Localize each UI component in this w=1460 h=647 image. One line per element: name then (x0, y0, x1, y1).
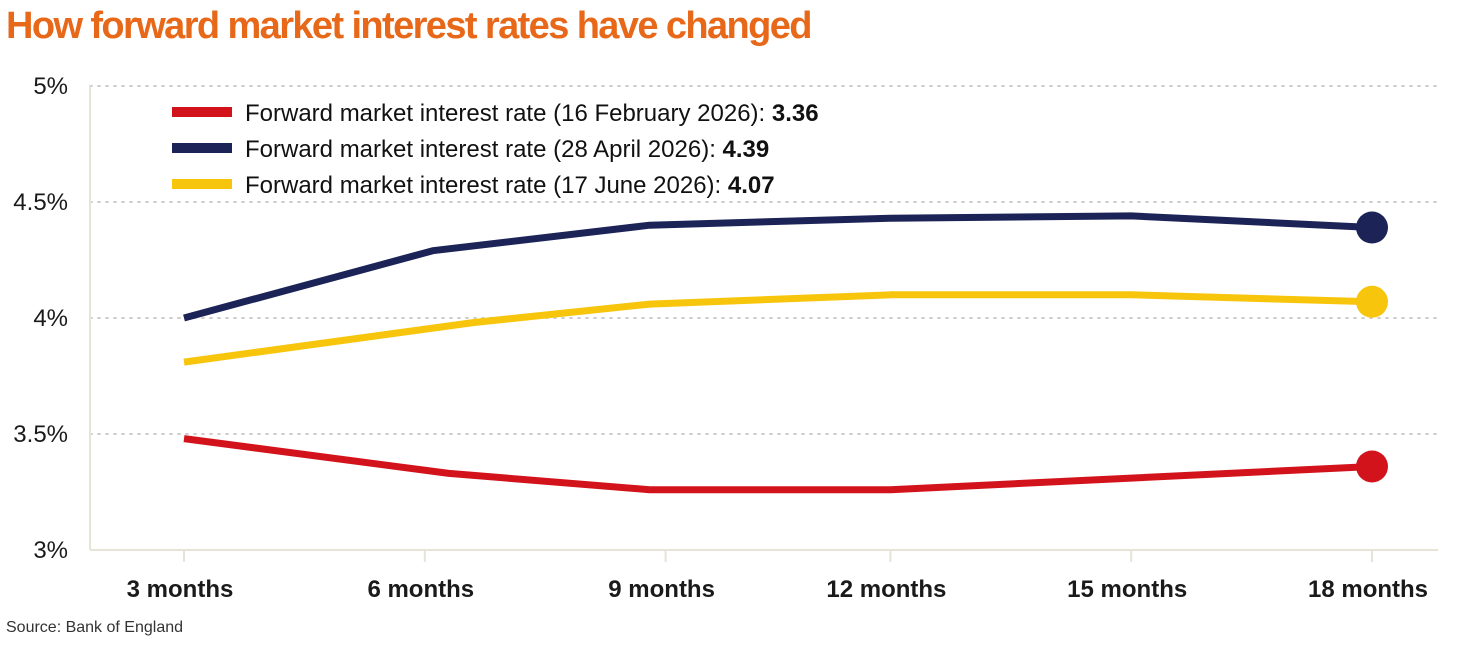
axes (89, 86, 1438, 551)
chart-title: How forward market interest rates have c… (6, 5, 813, 47)
legend-label: Forward market interest rate (16 Februar… (245, 100, 772, 127)
grid-lines (89, 85, 1439, 435)
source-note: Source: Bank of England (6, 619, 184, 636)
legend: Forward market interest rate (16 Februar… (172, 100, 819, 199)
x-tick-label: 9 months (608, 576, 715, 603)
series-line-2 (183, 291, 1373, 366)
y-tick-label: 4.5% (13, 189, 68, 216)
legend-value: 4.39 (723, 136, 770, 163)
legend-value: 4.07 (728, 172, 775, 199)
series-end-marker-1 (1356, 211, 1388, 244)
y-tick-label: 4% (33, 305, 68, 332)
legend-value: 3.36 (772, 100, 819, 127)
legend-entry-0: Forward market interest rate (16 Februar… (245, 100, 819, 127)
legend-label: Forward market interest rate (28 April 2… (245, 136, 723, 163)
series-lines (183, 211, 1388, 494)
y-axis-ticks: 3% 3.5% 4% 4.5% 5% (13, 73, 68, 564)
series-line-0 (183, 435, 1373, 494)
series-end-marker-2 (1356, 285, 1388, 318)
series-end-marker-0 (1356, 450, 1388, 483)
legend-label: Forward market interest rate (17 June 20… (245, 172, 728, 199)
legend-entry-1: Forward market interest rate (28 April 2… (245, 136, 769, 163)
legend-entry-2: Forward market interest rate (17 June 20… (245, 172, 775, 199)
series-line-1 (183, 212, 1373, 322)
x-tick-label: 3 months (127, 576, 234, 603)
x-tick-label: 12 months (826, 576, 946, 603)
x-tick-label: 15 months (1067, 576, 1187, 603)
x-tick-label: 6 months (367, 576, 474, 603)
y-tick-label: 5% (33, 73, 68, 100)
y-tick-label: 3.5% (13, 421, 68, 448)
x-axis-ticks: 3 months 6 months 9 months 12 months 15 mont… (127, 550, 1428, 603)
y-tick-label: 3% (33, 537, 68, 564)
x-tick-label: 18 months (1308, 576, 1428, 603)
